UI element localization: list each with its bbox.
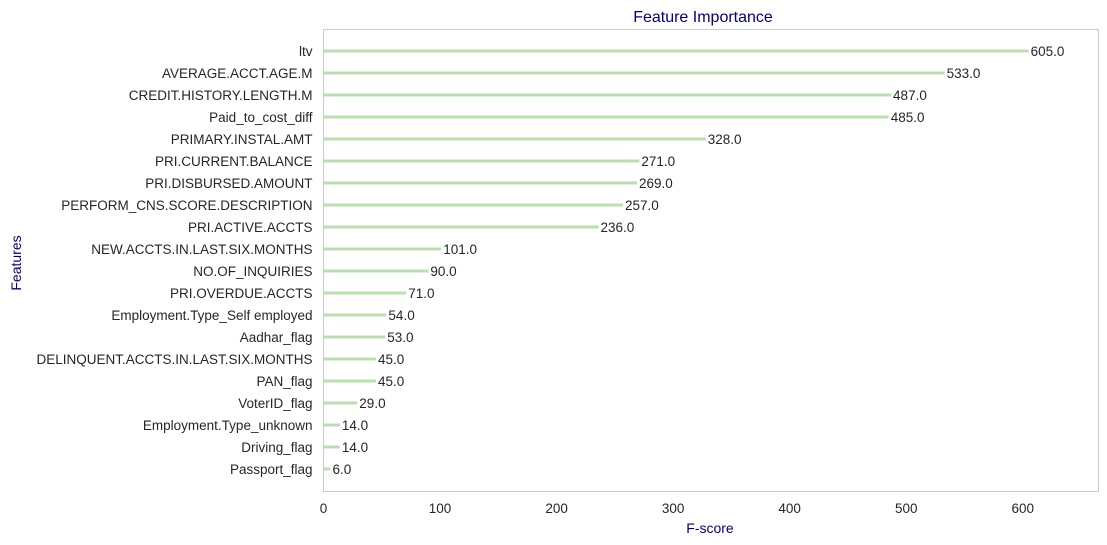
x-tick-label: 200 xyxy=(545,501,568,516)
bar-5 xyxy=(323,159,640,163)
y-tick-label: PRI.DISBURSED.AMOUNT xyxy=(145,176,312,191)
bar-13 xyxy=(323,335,386,339)
x-tick-label: 600 xyxy=(1011,501,1034,516)
x-tick-label: 500 xyxy=(895,501,918,516)
value-label: 533.0 xyxy=(947,66,981,81)
y-tick-label: ltv xyxy=(299,44,313,59)
x-axis-title: F-score xyxy=(686,520,734,536)
value-label: 29.0 xyxy=(359,396,385,411)
bar-14 xyxy=(323,357,376,361)
bar-6 xyxy=(323,181,637,185)
value-label: 14.0 xyxy=(342,418,368,433)
value-label: 45.0 xyxy=(378,352,404,367)
value-label: 6.0 xyxy=(332,462,351,477)
bar-17 xyxy=(323,423,340,427)
y-tick-label: NO.OF_INQUIRIES xyxy=(193,264,312,279)
y-tick-label: Driving_flag xyxy=(241,440,312,455)
value-label: 485.0 xyxy=(891,110,925,125)
bar-19 xyxy=(323,467,331,471)
y-tick-label: PERFORM_CNS.SCORE.DESCRIPTION xyxy=(61,198,312,213)
y-axis-title: Features xyxy=(8,235,24,290)
y-tick-label: Aadhar_flag xyxy=(240,330,313,345)
bar-2 xyxy=(323,93,892,97)
y-tick-label: PRI.CURRENT.BALANCE xyxy=(155,154,313,169)
bar-15 xyxy=(323,379,376,383)
bar-4 xyxy=(323,137,706,141)
y-tick-label: AVERAGE.ACCT.AGE.M xyxy=(162,66,313,81)
value-label: 487.0 xyxy=(893,88,927,103)
y-tick-label: Passport_flag xyxy=(230,462,313,477)
bar-12 xyxy=(323,313,387,317)
y-tick-label: VoterID_flag xyxy=(238,396,312,411)
y-tick-label: PRI.ACTIVE.ACCTS xyxy=(188,220,313,235)
bar-10 xyxy=(323,269,429,273)
bar-3 xyxy=(323,115,889,119)
bar-8 xyxy=(323,225,599,229)
value-label: 257.0 xyxy=(625,198,659,213)
x-tick-label: 100 xyxy=(429,501,452,516)
y-tick-label: PAN_flag xyxy=(256,374,312,389)
value-label: 605.0 xyxy=(1031,44,1065,59)
value-label: 53.0 xyxy=(387,330,413,345)
y-tick-label: NEW.ACCTS.IN.LAST.SIX.MONTHS xyxy=(91,242,312,257)
value-label: 236.0 xyxy=(601,220,635,235)
value-labels: 605.0 533.0 487.0 485.0 328.0 271.0 269.0 257.0… xyxy=(332,44,1064,477)
x-tick-label: 300 xyxy=(662,501,685,516)
bar-16 xyxy=(323,401,358,405)
y-tick-label: DELINQUENT.ACCTS.IN.LAST.SIX.MONTHS xyxy=(36,352,312,367)
y-tick-label: Employment.Type_Self employed xyxy=(111,308,312,323)
value-label: 54.0 xyxy=(388,308,414,323)
x-tick-label: 400 xyxy=(778,501,801,516)
value-label: 101.0 xyxy=(443,242,477,257)
bar-1 xyxy=(323,71,945,75)
value-label: 71.0 xyxy=(408,286,434,301)
x-tick-labels: 0 100 200 300 400 500 600 xyxy=(320,501,1034,516)
y-tick-label: CREDIT.HISTORY.LENGTH.M xyxy=(129,88,313,103)
value-label: 328.0 xyxy=(708,132,742,147)
y-tick-labels: ltv AVERAGE.ACCT.AGE.M CREDIT.HISTORY.LENG… xyxy=(36,44,312,477)
y-tick-label: Paid_to_cost_diff xyxy=(209,110,313,125)
x-tick-label: 0 xyxy=(320,501,328,516)
bars-layer xyxy=(323,49,1029,471)
value-label: 45.0 xyxy=(378,374,404,389)
bar-11 xyxy=(323,291,407,295)
value-label: 269.0 xyxy=(639,176,673,191)
bar-0 xyxy=(323,49,1029,53)
chart-title: Feature Importance xyxy=(633,9,773,26)
value-label: 14.0 xyxy=(342,440,368,455)
y-tick-label: PRIMARY.INSTAL.AMT xyxy=(171,132,313,147)
bar-18 xyxy=(323,445,340,449)
y-tick-label: PRI.OVERDUE.ACCTS xyxy=(170,286,313,301)
value-label: 90.0 xyxy=(430,264,456,279)
bar-9 xyxy=(323,247,442,251)
bar-7 xyxy=(323,203,624,207)
plot-frame xyxy=(323,29,1099,492)
y-tick-label: Employment.Type_unknown xyxy=(143,418,313,433)
value-label: 271.0 xyxy=(641,154,675,169)
